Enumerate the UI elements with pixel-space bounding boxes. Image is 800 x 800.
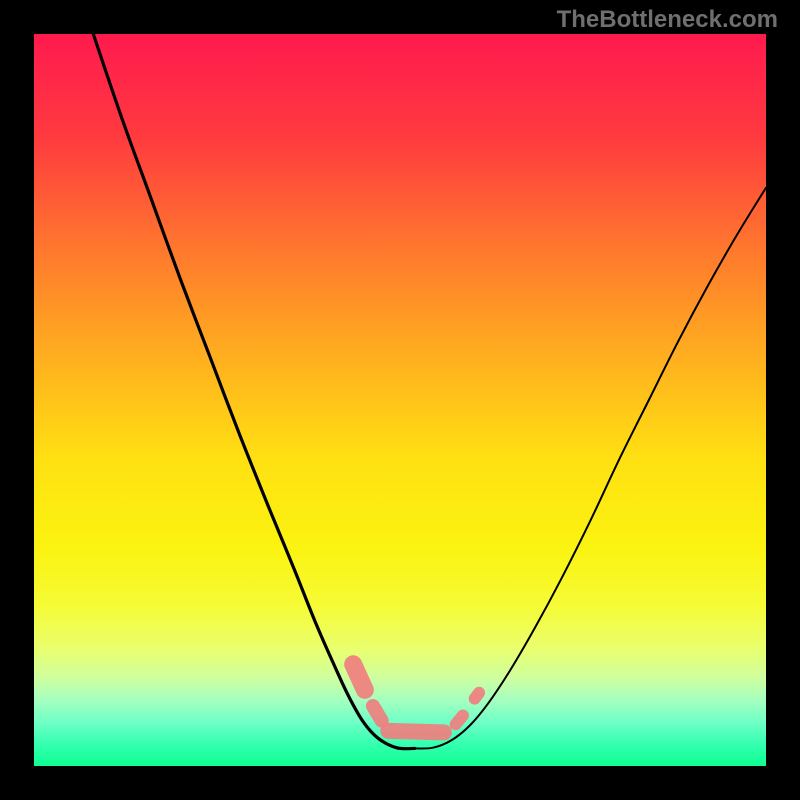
watermark-text: TheBottleneck.com [557, 6, 778, 34]
plot-area [34, 34, 766, 766]
highlight-capsule [456, 715, 463, 724]
curve-left [93, 34, 414, 749]
curve-right [415, 188, 766, 749]
highlight-layer [353, 664, 479, 732]
highlight-capsule [475, 693, 479, 699]
chart-svg [34, 34, 766, 766]
highlight-capsule [373, 706, 382, 721]
highlight-capsule [353, 664, 365, 690]
highlight-capsule [388, 731, 444, 732]
frame: TheBottleneck.com [0, 0, 800, 800]
